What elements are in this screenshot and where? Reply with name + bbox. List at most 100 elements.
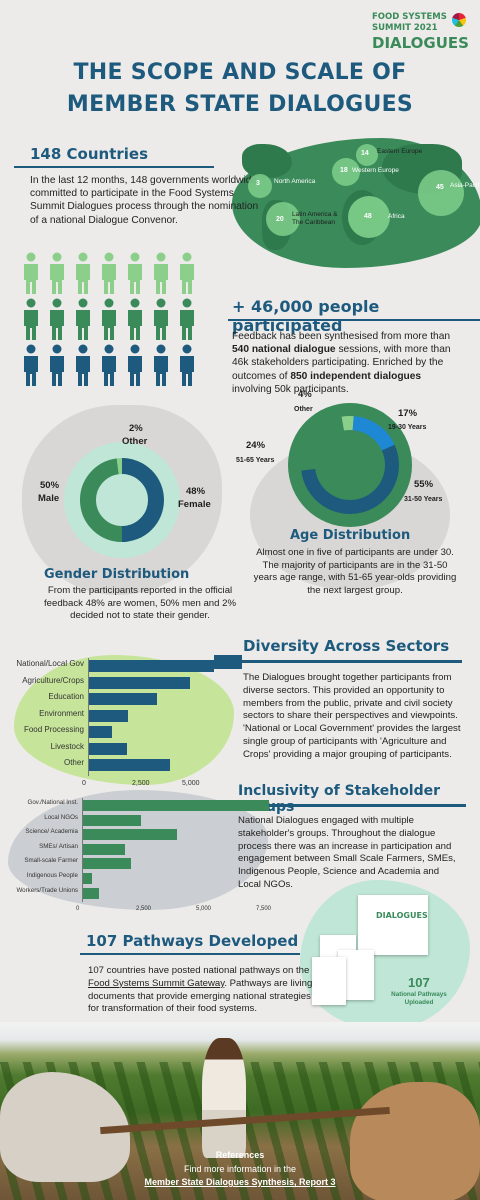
participants-text-a: Feedback has been synthesised from more …: [232, 331, 451, 342]
pathways-text-b: . Pathways are living documents that pro…: [88, 977, 313, 1015]
x-tick-label: 0: [82, 779, 86, 787]
age-pct-other: 4%: [298, 389, 312, 400]
bar: [88, 742, 127, 755]
donut-slice-female: [80, 458, 123, 542]
gender-pct-other: 2%: [129, 423, 143, 434]
region-count: 3: [256, 180, 260, 187]
x-tick-label: 5,000: [182, 779, 200, 787]
doc-page: [312, 957, 346, 1005]
person-icon: [178, 252, 196, 296]
bar-category-label: Environment: [39, 708, 84, 718]
gender-label-female: Female: [178, 499, 211, 510]
pathways-heading: 107 Pathways Developed: [86, 932, 299, 950]
person-icon: [48, 298, 66, 342]
badge-label: National Pathways Uploaded: [391, 991, 447, 1006]
person-icon: [126, 344, 144, 388]
bar: [88, 726, 112, 738]
references-link[interactable]: Member State Dialogues Synthesis, Report…: [144, 1177, 336, 1187]
gender-donut-chart: [64, 442, 180, 558]
bar-category-label: Science/ Academia: [25, 828, 78, 836]
age-pct-51-65: 24%: [246, 440, 266, 451]
participants-rule: [228, 319, 480, 321]
bar-category-label: Local NGOs: [44, 813, 78, 821]
age-label-51-65: 51-65 Years: [236, 457, 275, 464]
gender-heading: Gender Distribution: [44, 567, 190, 582]
bar: [82, 887, 99, 899]
age-label-31-50: 31-50 Years: [404, 496, 443, 503]
age-label-19-30: 19-30 Years: [388, 424, 427, 431]
x-tick-label: 0: [76, 906, 80, 913]
person-icon: [74, 344, 92, 388]
age-donut-hole: [320, 435, 380, 495]
farmer-figure: [202, 1038, 246, 1158]
person-icon: [152, 298, 170, 342]
region-name: Western Europe: [352, 167, 399, 174]
participants-text-d: 850 independent dialogues: [290, 370, 422, 382]
diversity-rule-marker: [214, 655, 242, 669]
participants-text-e: involving 50k participants.: [232, 383, 349, 395]
person-icon: [48, 252, 66, 296]
region-bubble: [356, 144, 378, 166]
region-name: Eastern Europe: [377, 148, 423, 155]
person-icon: [48, 344, 66, 388]
logo-line2: SUMMIT 2021: [372, 23, 438, 33]
bar-category-label: Agriculture/Crops: [22, 675, 84, 685]
bar: [82, 843, 126, 855]
farm-photo: [0, 1022, 480, 1200]
person-icon: [74, 252, 92, 296]
donut-slice-19-30-years: [352, 416, 395, 451]
person-icon: [100, 252, 118, 296]
age-donut-chart: [288, 403, 412, 527]
logo-wheel-icon: [452, 13, 466, 27]
map-landmass: [242, 144, 292, 178]
person-icon: [100, 344, 118, 388]
person-icon: [22, 298, 40, 342]
region-name: Africa: [388, 213, 405, 220]
bar-category-label: Workers/Trade Unions: [16, 886, 78, 894]
participants-text-c: sessions, with more than 46k stakeholder…: [232, 344, 451, 382]
bar: [82, 873, 92, 884]
age-pct-31-50: 55%: [414, 479, 434, 490]
region-name: North America: [274, 178, 316, 185]
doc-logo: DIALOGUES: [376, 911, 428, 920]
region-count: 20: [276, 216, 284, 223]
bar-category-label: Livestock: [50, 741, 84, 751]
person-icon: [100, 298, 118, 342]
person-icon: [152, 252, 170, 296]
gateway-link[interactable]: Food Systems Summit Gateway: [88, 977, 225, 989]
person-icon: [152, 344, 170, 388]
person-icon: [126, 252, 144, 296]
region-name: Latin America & The Caribbean: [292, 211, 338, 226]
region-count: 48: [364, 213, 372, 220]
region-name: Asia-Pacif: [450, 182, 480, 189]
bar-axis: [88, 658, 89, 776]
diversity-heading: Diversity Across Sectors: [243, 637, 450, 655]
countries-heading: 148 Countries: [30, 145, 149, 163]
region-count: 18: [340, 167, 348, 174]
bar: [82, 858, 132, 870]
diversity-bar-chart: National/Local Gov Agriculture/Crops Educa…: [0, 655, 240, 787]
inclusivity-rule: [232, 804, 466, 807]
person-icon: [178, 298, 196, 342]
x-tick-label: 2,500: [132, 779, 150, 787]
person-icon: [74, 298, 92, 342]
bar: [82, 814, 141, 826]
countries-rule: [14, 166, 214, 168]
bar: [88, 660, 214, 672]
region-bubble: [266, 202, 300, 236]
gender-text: From the participants reported in the of…: [44, 585, 236, 622]
bar: [88, 759, 170, 771]
person-icon: [126, 298, 144, 342]
bar: [88, 676, 190, 689]
region-bubble: [348, 196, 390, 238]
participants-text: Feedback has been synthesised from more …: [232, 330, 460, 396]
region-count: 14: [361, 150, 369, 157]
gender-pct-female: 48%: [186, 486, 206, 497]
logo-line1: FOOD SYSTEMS: [372, 12, 447, 22]
age-heading: Age Distribution: [290, 528, 411, 543]
bar-category-label: SMEs/ Artisan: [39, 842, 78, 850]
x-tick-label: 2,500: [136, 906, 152, 913]
bar-category-label: Education: [48, 692, 84, 701]
page-title-line2: MEMBER STATE DIALOGUES: [66, 92, 414, 117]
bar: [88, 693, 157, 705]
